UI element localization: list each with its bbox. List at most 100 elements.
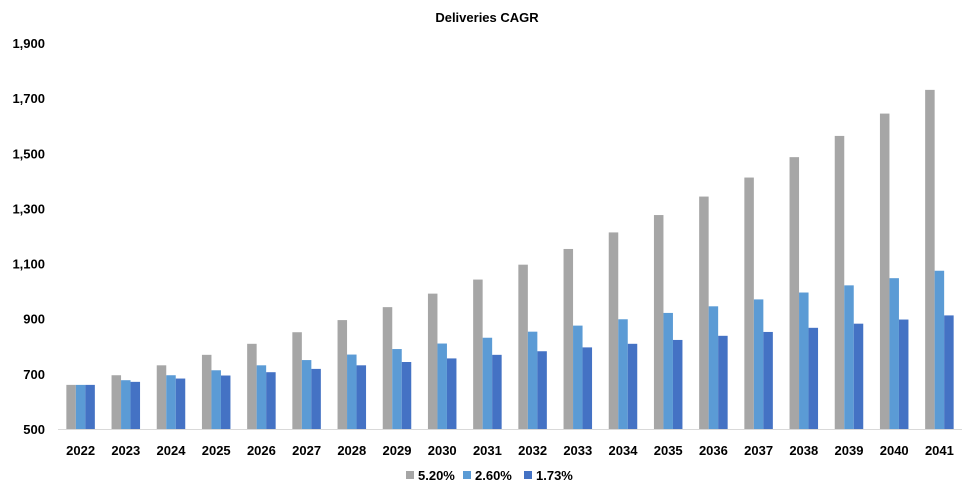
y-tick-label: 1,900 bbox=[12, 36, 45, 51]
x-tick-label: 2036 bbox=[699, 443, 728, 458]
bar-2028-series-1 bbox=[337, 320, 348, 429]
bar-2034-series-1 bbox=[608, 232, 619, 429]
bar-2027-series-2 bbox=[301, 360, 312, 429]
bar-2024-series-2 bbox=[166, 375, 176, 429]
x-tick-label: 2038 bbox=[789, 443, 818, 458]
y-tick-label: 500 bbox=[23, 422, 45, 437]
bar-2022-series-3 bbox=[85, 384, 95, 429]
chart-title: Deliveries CAGR bbox=[435, 10, 539, 25]
legend-item: 2.60% bbox=[463, 468, 512, 483]
bar-2039-series-2 bbox=[844, 285, 854, 429]
y-tick-label: 900 bbox=[23, 312, 45, 327]
x-tick-label: 2032 bbox=[518, 443, 547, 458]
x-tick-label: 2024 bbox=[157, 443, 187, 458]
bar-2035-series-1 bbox=[653, 215, 664, 429]
x-tick-label: 2031 bbox=[473, 443, 502, 458]
bar-2032-series-3 bbox=[537, 351, 547, 429]
bar-2031-series-2 bbox=[482, 337, 493, 429]
bar-2025-series-2 bbox=[211, 370, 221, 429]
legend-swatch bbox=[524, 471, 532, 479]
bar-2030-series-3 bbox=[446, 358, 457, 429]
bar-2037-series-3 bbox=[763, 331, 773, 429]
bar-2036-series-1 bbox=[699, 196, 709, 429]
legend-label: 2.60% bbox=[475, 468, 512, 483]
bar-2026-series-3 bbox=[266, 372, 276, 429]
bar-2027-series-1 bbox=[292, 332, 302, 429]
bar-2032-series-2 bbox=[527, 331, 538, 429]
x-tick-label: 2037 bbox=[744, 443, 773, 458]
legend-swatch bbox=[463, 471, 471, 479]
bar-2033-series-3 bbox=[582, 347, 593, 429]
bar-2035-series-3 bbox=[672, 339, 683, 429]
bar-2029-series-2 bbox=[392, 349, 402, 429]
bar-2032-series-1 bbox=[518, 264, 528, 429]
bar-2028-series-2 bbox=[347, 354, 357, 429]
bar-2037-series-1 bbox=[744, 177, 754, 429]
bar-2034-series-3 bbox=[627, 343, 638, 429]
legend-label: 5.20% bbox=[418, 468, 455, 483]
bar-2023-series-2 bbox=[121, 380, 131, 429]
x-tick-label: 2028 bbox=[337, 443, 366, 458]
x-tick-label: 2033 bbox=[563, 443, 592, 458]
bar-2039-series-3 bbox=[853, 323, 864, 429]
x-tick-label: 2035 bbox=[654, 443, 683, 458]
bar-2041-series-3 bbox=[944, 315, 954, 429]
bar-2036-series-3 bbox=[718, 335, 728, 429]
bar-2024-series-3 bbox=[175, 378, 186, 429]
bar-2025-series-1 bbox=[201, 354, 212, 429]
y-axis: 500 700 900 1,100 1,300 1,500 1,700 1,900 bbox=[12, 36, 45, 437]
x-tick-label: 2029 bbox=[383, 443, 412, 458]
x-tick-label: 2022 bbox=[66, 443, 95, 458]
x-tick-label: 2027 bbox=[292, 443, 321, 458]
bar-2034-series-2 bbox=[618, 319, 628, 429]
bars bbox=[66, 89, 954, 429]
y-tick-label: 1,700 bbox=[12, 91, 45, 106]
y-tick-label: 1,500 bbox=[12, 146, 45, 161]
bar-2038-series-1 bbox=[789, 157, 800, 429]
bar-2040-series-1 bbox=[879, 113, 890, 429]
bar-2036-series-2 bbox=[708, 306, 719, 429]
bar-2025-series-3 bbox=[220, 375, 231, 429]
legend-label: 1.73% bbox=[536, 468, 573, 483]
x-tick-label: 2039 bbox=[835, 443, 864, 458]
bar-2040-series-3 bbox=[898, 319, 909, 429]
bar-2028-series-3 bbox=[356, 365, 367, 429]
bar-2029-series-3 bbox=[401, 362, 412, 429]
x-tick-label: 2026 bbox=[247, 443, 276, 458]
x-axis: 2022 2023 2024 2025 2026 2027 2028 2029 2030 2031… bbox=[66, 443, 954, 458]
bar-2041-series-2 bbox=[934, 270, 945, 429]
x-tick-label: 2030 bbox=[428, 443, 457, 458]
bar-2031-series-3 bbox=[492, 354, 502, 429]
y-tick-label: 1,300 bbox=[12, 201, 45, 216]
bar-2022-series-2 bbox=[75, 384, 86, 429]
x-tick-label: 2023 bbox=[111, 443, 140, 458]
bar-2033-series-2 bbox=[573, 325, 583, 429]
bar-2031-series-1 bbox=[473, 279, 483, 429]
y-tick-label: 700 bbox=[23, 367, 45, 382]
legend-item: 1.73% bbox=[524, 468, 573, 483]
legend-item: 5.20% bbox=[406, 468, 455, 483]
bar-2038-series-2 bbox=[799, 292, 809, 429]
bar-2038-series-3 bbox=[808, 327, 819, 429]
bar-2027-series-3 bbox=[311, 368, 321, 429]
bar-2037-series-2 bbox=[753, 299, 764, 429]
legend: 5.20% 2.60% 1.73% bbox=[406, 468, 573, 483]
bar-2041-series-1 bbox=[925, 89, 935, 429]
y-tick-label: 1,100 bbox=[12, 257, 45, 272]
bar-2026-series-2 bbox=[256, 365, 267, 429]
bar-2024-series-1 bbox=[156, 365, 167, 429]
bar-2023-series-1 bbox=[111, 375, 122, 429]
bar-2040-series-2 bbox=[889, 278, 899, 429]
bar-2030-series-2 bbox=[437, 343, 447, 429]
bar-2039-series-1 bbox=[834, 135, 845, 429]
bar-2030-series-1 bbox=[427, 293, 438, 429]
bar-2023-series-3 bbox=[130, 381, 141, 429]
bar-2026-series-1 bbox=[247, 343, 257, 429]
x-tick-label: 2025 bbox=[202, 443, 231, 458]
x-tick-label: 2040 bbox=[880, 443, 909, 458]
legend-swatch bbox=[406, 471, 414, 479]
x-tick-label: 2034 bbox=[609, 443, 639, 458]
bar-2029-series-1 bbox=[382, 307, 393, 429]
